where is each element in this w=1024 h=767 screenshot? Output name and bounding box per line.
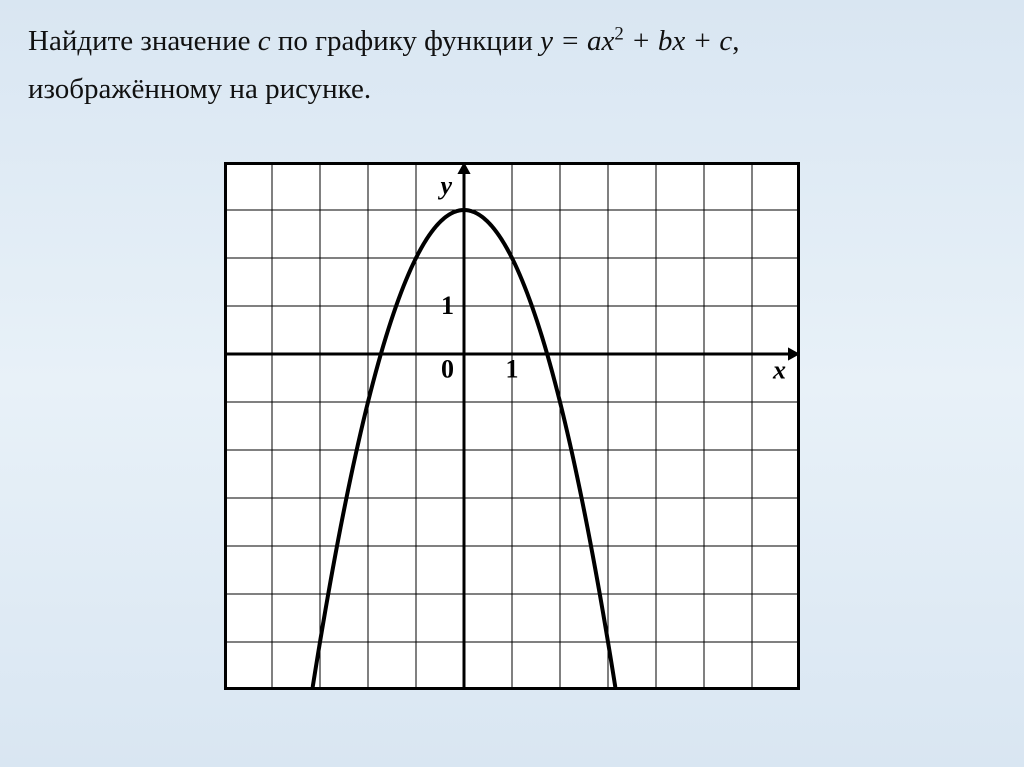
text-segment: по графику функции (271, 25, 541, 57)
equation-right: + bx + c (624, 25, 732, 57)
svg-text:1: 1 (441, 291, 454, 320)
text-segment: Найдите значение (28, 25, 258, 57)
svg-text:1: 1 (506, 354, 519, 383)
page: Найдите значение c по графику функции y … (0, 0, 1024, 767)
problem-text: Найдите значение c по графику функции y … (28, 18, 996, 114)
variable-c: c (258, 25, 271, 57)
comma: , (732, 25, 739, 57)
svg-text:y: y (437, 171, 452, 200)
equation-left: y = ax (540, 25, 614, 57)
parabola-chart: 1 0 1 x y (224, 162, 800, 690)
equation-sup: 2 (614, 23, 623, 44)
svg-text:x: x (772, 356, 786, 385)
chart-container: 1 0 1 x y (0, 162, 1024, 690)
text-line2: изображённому на рисунке. (28, 73, 371, 105)
svg-text:0: 0 (441, 354, 454, 383)
